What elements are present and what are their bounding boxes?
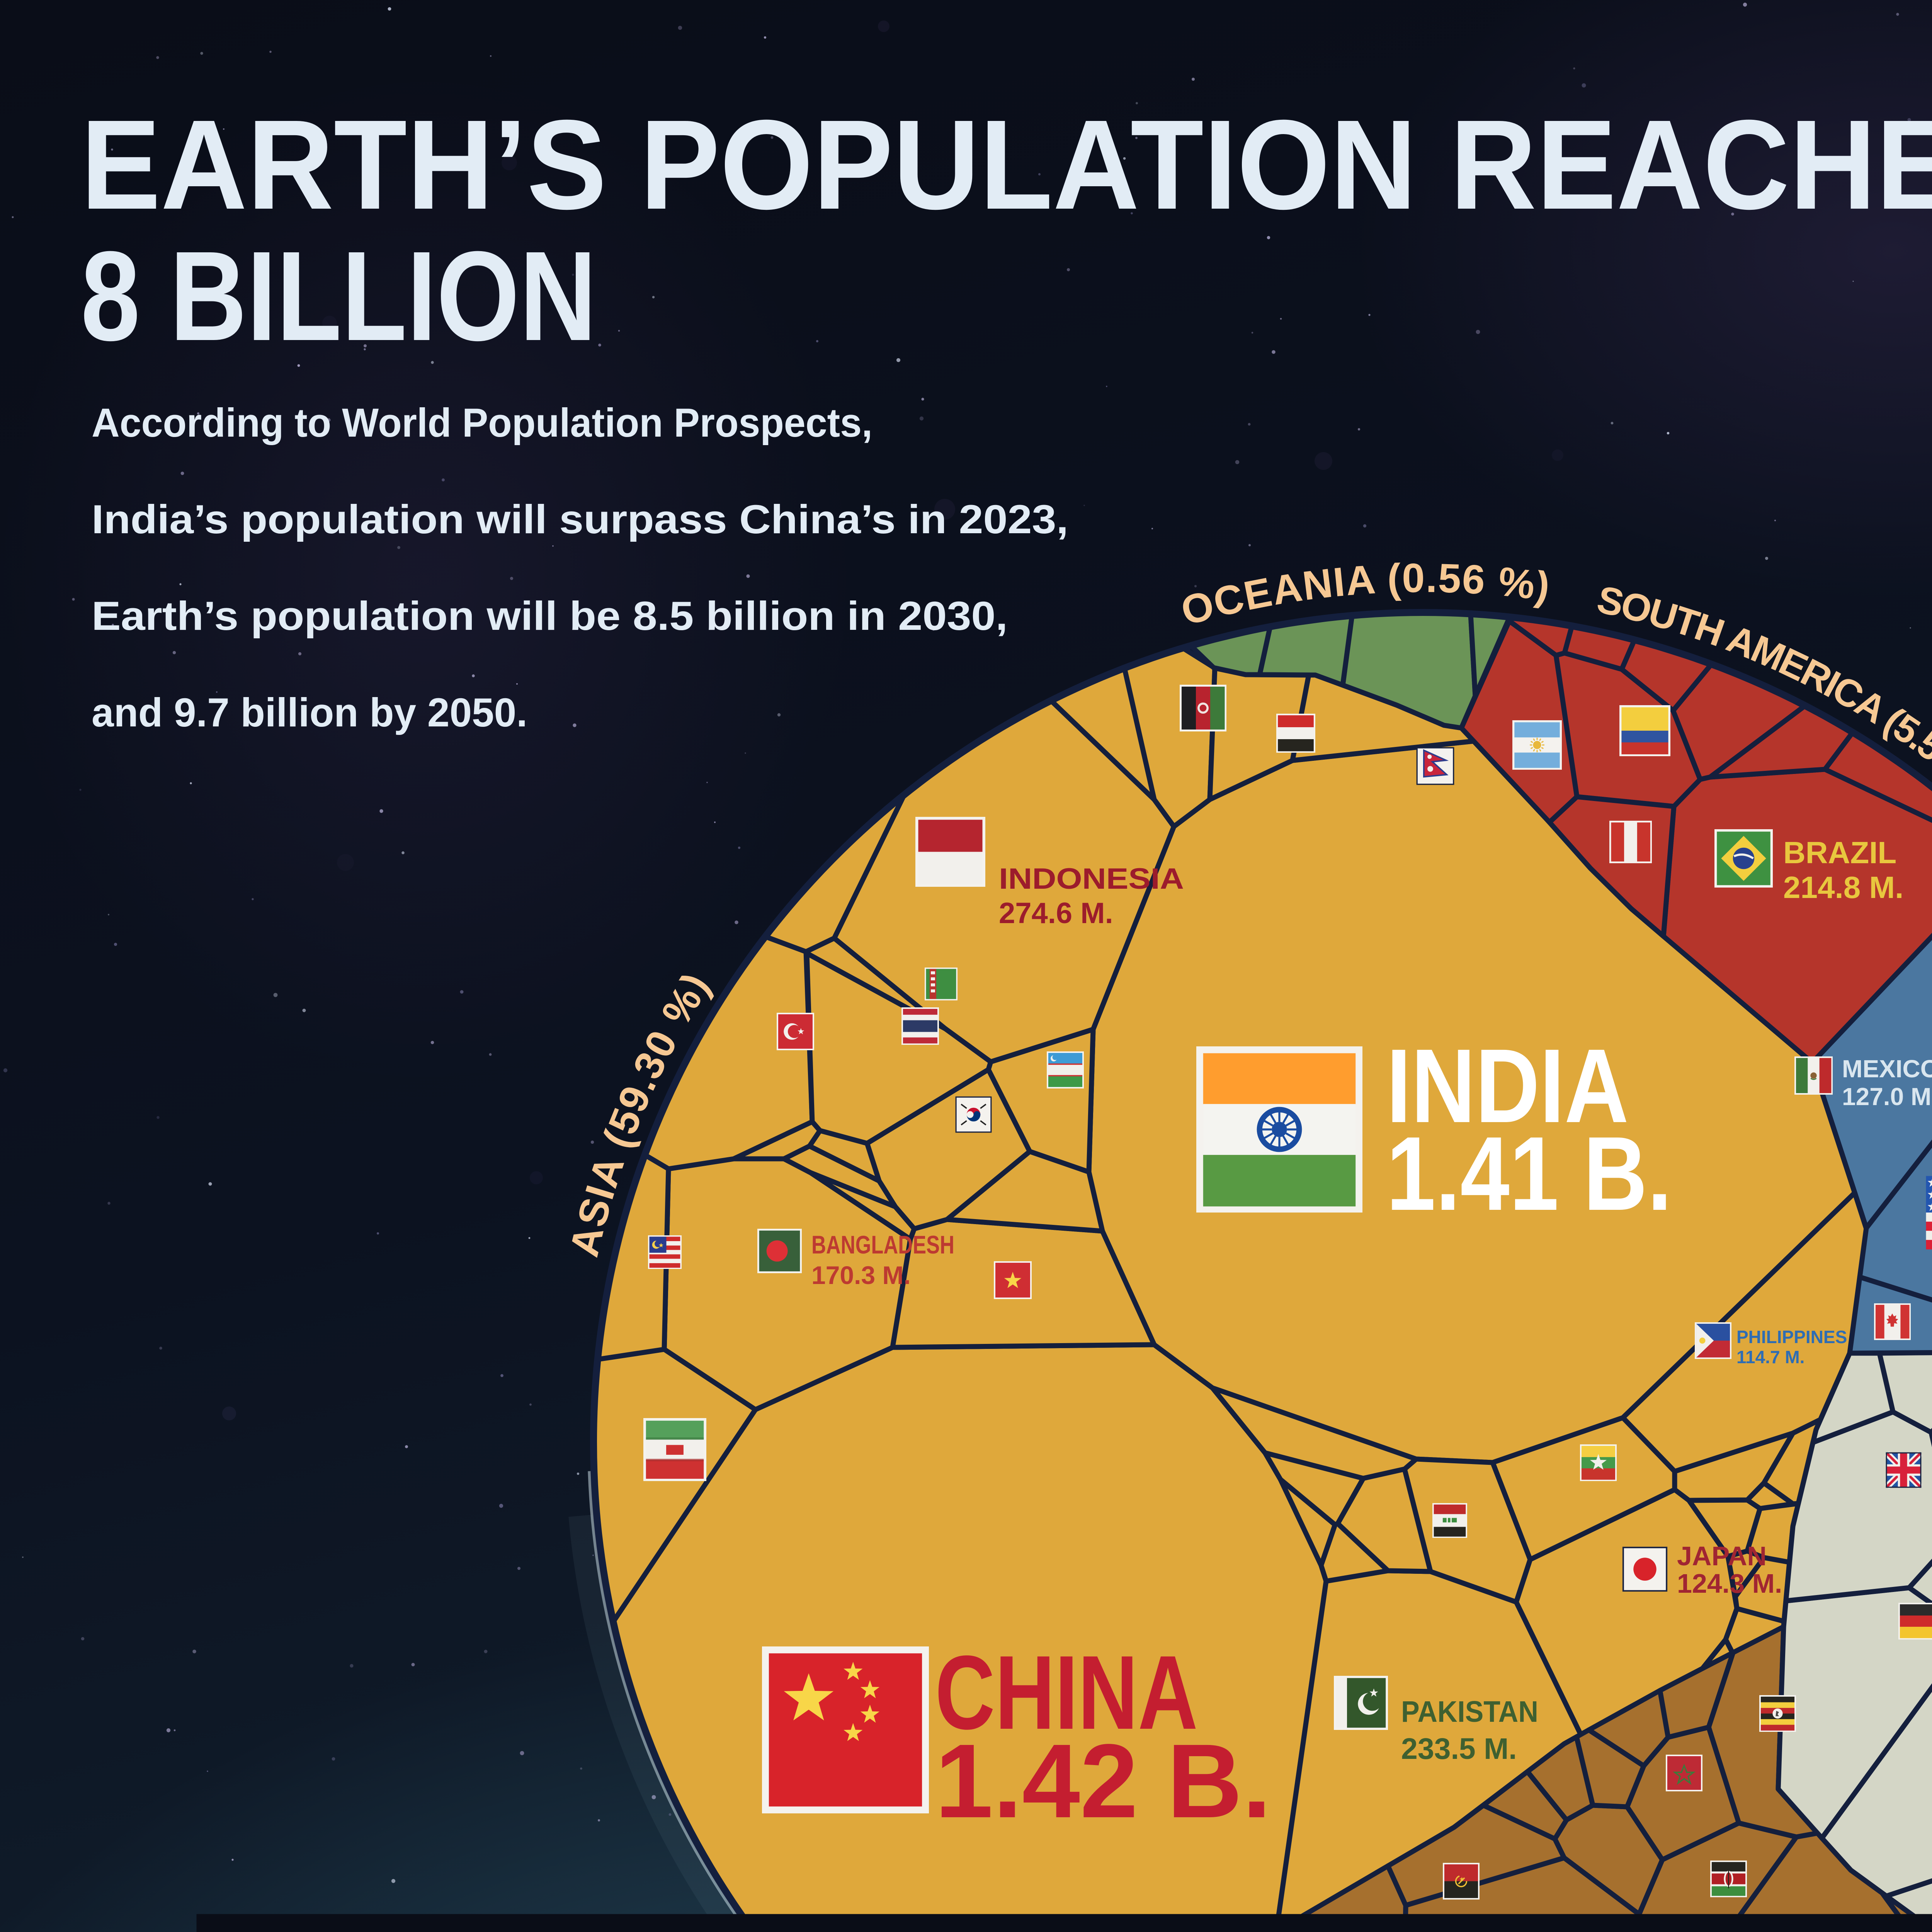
svg-text:INDONESIA: INDONESIA — [999, 862, 1184, 895]
svg-text:PHILIPPINES: PHILIPPINES — [1736, 1327, 1847, 1347]
svg-text:and 9.7 billion by 2050.: and 9.7 billion by 2050. — [92, 690, 527, 735]
svg-text:1.41 B.: 1.41 B. — [1386, 1115, 1672, 1232]
svg-text:Earth’s population will be 8.5: Earth’s population will be 8.5 billion i… — [92, 594, 1008, 639]
svg-text:127.0 M.: 127.0 M. — [1842, 1083, 1932, 1111]
svg-text:214.8 M.: 214.8 M. — [1783, 870, 1903, 905]
svg-text:1.42 B.: 1.42 B. — [935, 1722, 1271, 1840]
svg-text:BRAZIL: BRAZIL — [1783, 835, 1896, 870]
svg-text:MEXICO: MEXICO — [1842, 1055, 1932, 1083]
svg-text:ETHIOPIA: ETHIOPIA — [1819, 1920, 1932, 1932]
svg-text:124.3 M.: 124.3 M. — [1677, 1568, 1782, 1599]
svg-text:170.3 M.: 170.3 M. — [811, 1261, 911, 1289]
svg-text:PAKISTAN: PAKISTAN — [1401, 1695, 1538, 1728]
svg-text:EARTH’S POPULATION REACHES: EARTH’S POPULATION REACHES — [81, 93, 1932, 236]
svg-text:JAPAN: JAPAN — [1677, 1541, 1767, 1571]
svg-text:India’s population will surpas: India’s population will surpass China’s … — [92, 497, 1068, 542]
svg-text:274.6 M.: 274.6 M. — [999, 897, 1113, 930]
svg-text:233.5 M.: 233.5 M. — [1401, 1732, 1517, 1765]
svg-text:8 BILLION: 8 BILLION — [81, 224, 597, 367]
svg-text:According to World Population: According to World Population Prospects, — [92, 400, 872, 446]
svg-text:BANGLADESH: BANGLADESH — [811, 1230, 954, 1259]
svg-text:114.7 M.: 114.7 M. — [1736, 1347, 1804, 1367]
